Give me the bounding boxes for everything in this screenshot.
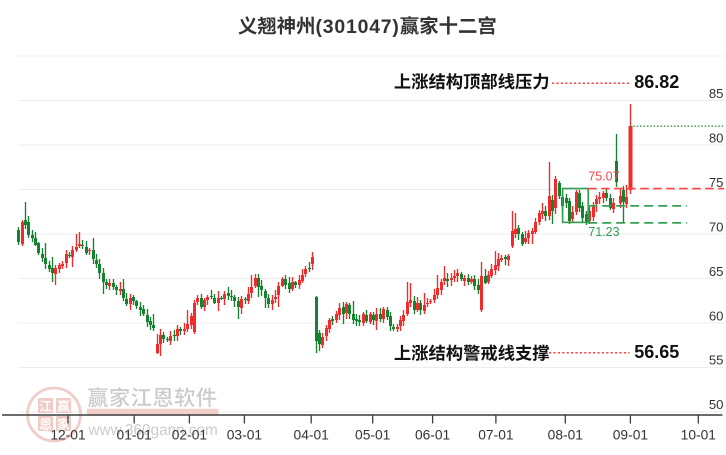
svg-text:55: 55 (709, 353, 724, 368)
svg-text:07-01: 07-01 (478, 427, 513, 442)
svg-text:85: 85 (709, 86, 724, 101)
svg-text:02-01: 02-01 (172, 427, 207, 442)
svg-text:70: 70 (709, 219, 724, 234)
svg-text:80: 80 (709, 131, 724, 146)
svg-text:56.65: 56.65 (634, 342, 679, 362)
svg-text:04-01: 04-01 (294, 427, 329, 442)
svg-text:12-01: 12-01 (50, 427, 85, 442)
svg-text:60: 60 (709, 308, 724, 323)
svg-text:www.360gann.com: www.360gann.com (88, 422, 218, 439)
svg-text:09-01: 09-01 (613, 427, 648, 442)
svg-text:05-01: 05-01 (355, 427, 390, 442)
svg-text:71.23: 71.23 (588, 225, 619, 239)
svg-text:75.07: 75.07 (588, 170, 619, 184)
svg-text:(301047): (301047) (316, 16, 400, 38)
svg-text:75: 75 (709, 175, 724, 190)
svg-text:10-01: 10-01 (681, 427, 716, 442)
svg-text:86.82: 86.82 (634, 72, 679, 92)
svg-text:03-01: 03-01 (227, 427, 262, 442)
svg-text:65: 65 (709, 264, 724, 279)
svg-text:01-01: 01-01 (117, 427, 152, 442)
svg-text:06-01: 06-01 (415, 427, 450, 442)
svg-text:50: 50 (709, 397, 724, 412)
svg-text:08-01: 08-01 (548, 427, 583, 442)
